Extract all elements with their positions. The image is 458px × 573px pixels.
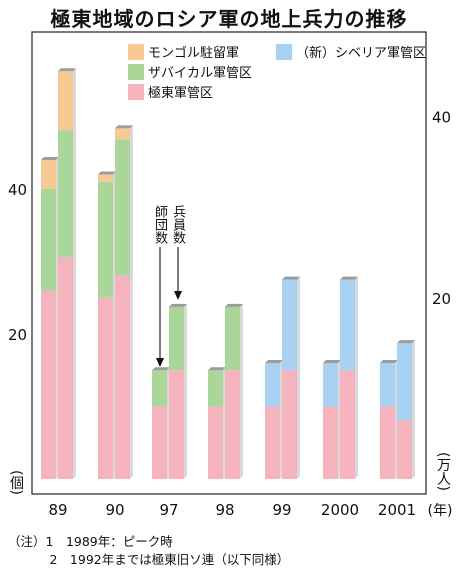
right-tick-20: 20 [432, 290, 451, 308]
bar-divisions-transbaikal-90 [98, 181, 113, 298]
bar-cap-personnel-98 [225, 303, 243, 307]
chart-title: 極東地域のロシア軍の地上兵力の推移 [50, 7, 408, 31]
bar-side-personnel-90 [130, 125, 133, 480]
bar-divisions-siberia-99 [265, 363, 280, 407]
bar-cap-divisions-89 [41, 157, 59, 160]
bar-cap-divisions-99 [265, 360, 283, 363]
bar-personnel-fareast-98 [225, 370, 240, 479]
bar-personnel-fareast-90 [115, 275, 130, 479]
legend-swatch-siberia [276, 43, 292, 60]
bar-side-personnel-99 [297, 276, 300, 479]
legend-item-fareast: 極東軍管区 [128, 82, 213, 101]
bar-divisions-fareast-89 [41, 290, 56, 479]
plot-frame [31, 31, 427, 495]
footnote-1: （注）1 1989年：ピーク時 [8, 534, 173, 549]
bar-divisions-transbaikal-89 [41, 189, 56, 291]
bar-divisions-transbaikal-97 [152, 370, 167, 407]
bar-divisions-siberia-2000 [323, 363, 338, 407]
bar-cap-personnel-2000 [340, 276, 358, 280]
bar-cap-divisions-2001 [380, 360, 398, 363]
bar-divisions-fareast-2000 [323, 406, 338, 479]
left-axis-label: (個) [8, 470, 24, 495]
bar-cap-personnel-89 [58, 68, 76, 72]
category-label-98: 98 [215, 501, 234, 519]
right-tick-40: 40 [432, 109, 451, 127]
legend-swatch-fareast [128, 83, 144, 100]
legend-label-transbaikal: ザバイカル軍管区 [148, 66, 253, 81]
bar-personnel-fareast-2001 [397, 420, 412, 479]
legend-swatch-mongolia [128, 43, 144, 60]
bar-cap-personnel-90 [115, 125, 133, 129]
bar-personnel-fareast-89 [58, 257, 73, 479]
bar-personnel-siberia-2001 [397, 343, 412, 421]
legend-label-fareast: 極東軍管区 [148, 86, 214, 101]
legend-item-siberia: （新）シベリア軍管区 [276, 42, 426, 61]
bar-personnel-transbaikal-90 [115, 139, 130, 276]
left-tick-20: 20 [8, 326, 27, 344]
bar-divisions-fareast-98 [208, 406, 223, 479]
bar-personnel-mongolia-90 [115, 128, 130, 140]
bar-cap-personnel-97 [169, 303, 187, 307]
legend-swatch-transbaikal [128, 63, 144, 80]
bar-personnel-fareast-2000 [340, 370, 355, 479]
category-label-90: 90 [105, 501, 124, 519]
right-axis-label: (万人) [435, 452, 451, 491]
bar-divisions-fareast-90 [98, 297, 113, 479]
legend-label-siberia: （新）シベリア軍管区 [296, 46, 427, 61]
footnotes: （注）1 1989年：ピーク時 2 1992年までは極東旧ソ連（以下同様） [8, 533, 289, 569]
bar-side-personnel-2001 [412, 340, 415, 479]
bar-cap-divisions-98 [208, 367, 226, 371]
footnote-2: 2 1992年までは極東旧ソ連（以下同様） [8, 552, 290, 567]
bar-personnel-siberia-2000 [340, 279, 355, 371]
left-tick-40: 40 [8, 181, 27, 199]
bar-divisions-siberia-2001 [380, 363, 395, 407]
bar-cap-personnel-2001 [397, 340, 415, 344]
bar-side-personnel-97 [184, 303, 187, 479]
bar-side-personnel-2000 [355, 276, 358, 479]
divisions-annotation: 師団数 [152, 205, 167, 244]
divisions-arrow-head [156, 358, 164, 367]
bar-side-personnel-98 [240, 303, 243, 479]
legend-label-mongolia: モンゴル駐留軍 [148, 46, 240, 61]
category-label-99: 99 [272, 501, 291, 519]
bar-side-personnel-89 [73, 68, 76, 480]
bar-personnel-mongolia-89 [58, 71, 73, 131]
bar-cap-divisions-2000 [323, 360, 341, 363]
bar-cap-divisions-97 [152, 367, 170, 371]
bar-personnel-transbaikal-89 [58, 130, 73, 258]
bar-divisions-fareast-97 [152, 406, 167, 479]
category-label-2000: 2000 [321, 501, 359, 519]
bar-cap-personnel-99 [282, 276, 300, 280]
category-label-2001: 2001 [378, 501, 416, 519]
bar-divisions-mongolia-90 [98, 174, 113, 182]
bar-divisions-fareast-99 [265, 406, 280, 479]
bar-divisions-transbaikal-98 [208, 370, 223, 407]
legend-item-transbaikal: ザバイカル軍管区 [128, 62, 252, 81]
bar-personnel-fareast-97 [169, 370, 184, 479]
personnel-annotation: 兵員数 [170, 205, 185, 244]
bar-personnel-fareast-99 [282, 370, 297, 479]
bar-personnel-transbaikal-97 [169, 306, 184, 371]
bar-personnel-transbaikal-98 [225, 306, 240, 371]
x-unit-label: (年) [428, 503, 453, 519]
category-label-89: 89 [48, 501, 67, 519]
personnel-arrow-head [174, 291, 182, 300]
bar-divisions-mongolia-89 [41, 160, 56, 189]
category-label-97: 97 [159, 501, 178, 519]
bar-divisions-fareast-2001 [380, 406, 395, 479]
legend-item-mongolia: モンゴル駐留軍 [128, 42, 239, 61]
bar-personnel-siberia-99 [282, 279, 297, 371]
bar-cap-divisions-90 [98, 171, 116, 175]
